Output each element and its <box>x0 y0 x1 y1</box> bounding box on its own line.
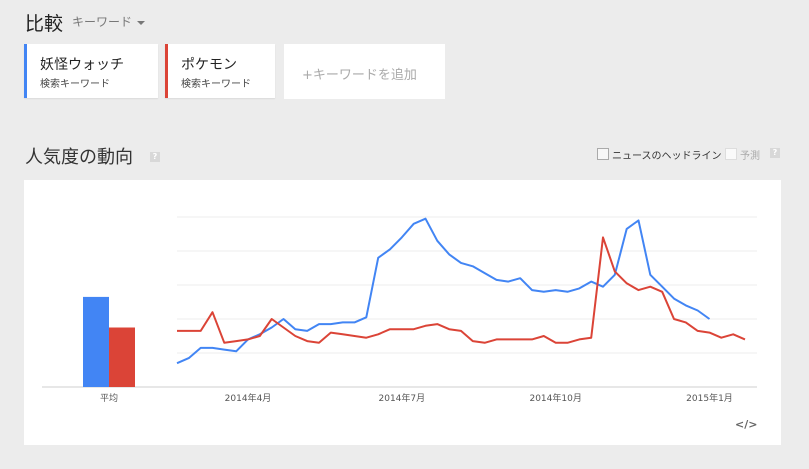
series-line-2[interactable] <box>177 236 746 344</box>
forecast-checkbox[interactable] <box>725 148 737 160</box>
keyword-card-2[interactable]: ポケモン 検索キーワード <box>165 44 275 98</box>
x-tick-label: 2015年1月 <box>686 392 733 404</box>
news-headlines-checkbox[interactable] <box>597 148 609 160</box>
add-keyword-label: +キーワードを追加 <box>302 68 417 83</box>
series-line-1[interactable] <box>176 217 711 365</box>
x-tick-label: 2014年10月 <box>529 392 581 404</box>
keyword-card-1[interactable]: 妖怪ウォッチ 検索キーワード <box>24 44 158 98</box>
keyword-type-dropdown[interactable]: キーワード <box>72 13 146 30</box>
compare-title: 比較 <box>25 13 64 35</box>
keyword-subtitle: 検索キーワード <box>181 79 251 90</box>
average-label: 平均 <box>100 392 118 404</box>
embed-code-button[interactable]: </> <box>735 418 758 431</box>
keyword-color-bar <box>165 44 168 98</box>
average-bar-1[interactable] <box>83 296 109 387</box>
add-keyword-button[interactable]: +キーワードを追加 <box>284 44 445 99</box>
dropdown-label: キーワード <box>72 15 133 29</box>
keyword-color-bar <box>24 44 27 98</box>
chevron-down-icon <box>137 20 146 25</box>
interest-over-time-title: 人気度の動向 <box>25 147 133 168</box>
forecast-label: 予測 <box>740 151 760 162</box>
interest-chart: 平均 2014年4月 2014年7月 2014年10月 2015年1月 </> <box>24 180 781 445</box>
keyword-name: ポケモン <box>181 57 237 73</box>
news-headlines-label: ニュースのヘッドライン <box>612 151 722 162</box>
average-bar-2[interactable] <box>109 327 135 388</box>
keyword-name: 妖怪ウォッチ <box>40 57 124 73</box>
help-icon[interactable]: ? <box>770 148 780 158</box>
x-tick-label: 2014年7月 <box>379 392 426 404</box>
chart-svg: 平均 2014年4月 2014年7月 2014年10月 2015年1月 <box>42 216 757 404</box>
keyword-subtitle: 検索キーワード <box>40 79 110 90</box>
x-tick-label: 2014年4月 <box>225 392 272 404</box>
help-icon[interactable]: ? <box>150 152 160 162</box>
